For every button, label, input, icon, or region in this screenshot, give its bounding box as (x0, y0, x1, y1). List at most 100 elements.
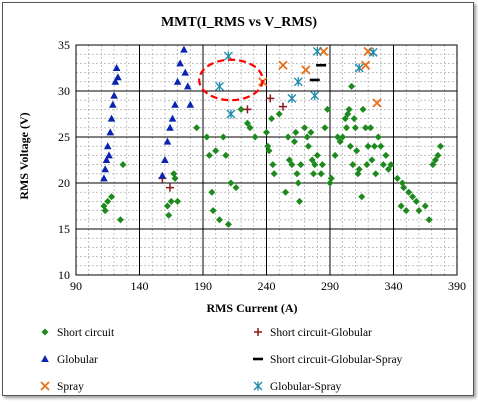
data-point (219, 133, 227, 141)
x-tick-label: 190 (194, 279, 212, 293)
data-point (368, 156, 376, 164)
data-point (354, 63, 364, 73)
data-point (186, 100, 195, 108)
data-point (278, 60, 288, 70)
data-point (362, 124, 370, 132)
data-point (382, 151, 390, 159)
data-point (226, 109, 236, 119)
data-point (119, 161, 127, 169)
data-point (367, 124, 375, 132)
data-point (101, 165, 110, 173)
grid-lines (76, 45, 457, 275)
legend-label: Short circuit (57, 327, 115, 339)
data-point (415, 207, 423, 215)
data-point (379, 161, 387, 169)
data-point (251, 133, 259, 141)
data-point (174, 197, 182, 205)
legend-label: Short circuit-Globular (270, 327, 372, 339)
data-point (360, 60, 371, 70)
data-point (110, 91, 118, 99)
data-point (327, 174, 335, 182)
data-point (434, 151, 442, 159)
legend-item: Spray (40, 381, 84, 393)
data-point (425, 216, 433, 224)
data-point (171, 174, 179, 182)
data-point (163, 137, 172, 145)
data-point (353, 147, 361, 155)
series-globular-spray (215, 46, 378, 119)
data-point (346, 142, 354, 150)
data-point (351, 124, 359, 132)
data-point (181, 68, 190, 76)
data-point (294, 179, 302, 187)
data-point (377, 142, 385, 150)
data-point (304, 142, 312, 150)
data-point (171, 100, 179, 108)
data-point (296, 197, 304, 205)
x-tick-label: 390 (448, 279, 466, 293)
data-point (232, 184, 240, 192)
x-tick-label: 290 (321, 279, 339, 293)
data-point (212, 147, 220, 155)
data-point (288, 161, 296, 169)
data-point (161, 156, 169, 163)
data-point (106, 128, 115, 136)
data-point (243, 119, 251, 127)
y-tick-label: 10 (58, 268, 70, 282)
legend-marker (41, 355, 49, 362)
data-point (101, 207, 109, 215)
legend-item: Short circuit-Globular (254, 327, 372, 339)
legend-label: Globular-Spray (270, 381, 342, 393)
data-point (355, 165, 363, 173)
data-point (270, 170, 278, 178)
data-point (158, 171, 167, 179)
data-point (429, 161, 437, 169)
data-point (301, 65, 311, 75)
data-point (166, 123, 174, 131)
x-tick-label: 340 (385, 279, 403, 293)
scatter-chart: MMT(I_RMS vs V_RMS) 90 140 190 240 290 340 390… (17, 15, 466, 393)
data-point (183, 82, 192, 90)
data-point (372, 170, 380, 178)
x-tick-label: 140 (131, 279, 149, 293)
data-point (331, 151, 339, 159)
data-point (237, 105, 245, 113)
y-tick-label: 25 (58, 130, 70, 144)
data-point (293, 170, 301, 178)
data-point (363, 161, 371, 169)
legend-item: Globular (41, 354, 98, 366)
data-point (176, 59, 184, 67)
data-point (173, 77, 182, 85)
data-point (215, 81, 224, 91)
legend-marker (253, 381, 263, 391)
data-point (345, 105, 353, 113)
chart-title: MMT(I_RMS vs V_RMS) (161, 15, 317, 30)
legend-label: Globular (57, 354, 98, 366)
data-point (263, 128, 270, 136)
data-point (312, 46, 322, 56)
data-point (313, 151, 321, 159)
data-point (308, 156, 316, 164)
data-point (400, 184, 408, 192)
data-point (319, 46, 329, 57)
legend-label: Short circuit-Globular-Spray (270, 354, 403, 366)
legend-label: Spray (57, 381, 84, 393)
data-point (301, 124, 309, 132)
data-point (372, 98, 382, 108)
data-point (290, 138, 298, 146)
series-short-circuit-globular-spray (309, 63, 327, 82)
y-tick-label: 35 (58, 38, 70, 52)
data-point (107, 114, 116, 122)
data-point (336, 138, 344, 146)
data-point (265, 147, 273, 155)
data-point (209, 207, 217, 215)
data-point (105, 151, 113, 159)
legend-item: Globular-Spray (253, 381, 342, 393)
y-tick-label: 15 (58, 222, 70, 236)
data-point (165, 183, 174, 192)
y-axis-label: RMS Voltage (V) (17, 112, 31, 199)
data-points (100, 45, 444, 228)
data-point (412, 197, 420, 205)
x-tick-label: 90 (70, 279, 82, 293)
data-point (168, 114, 177, 122)
